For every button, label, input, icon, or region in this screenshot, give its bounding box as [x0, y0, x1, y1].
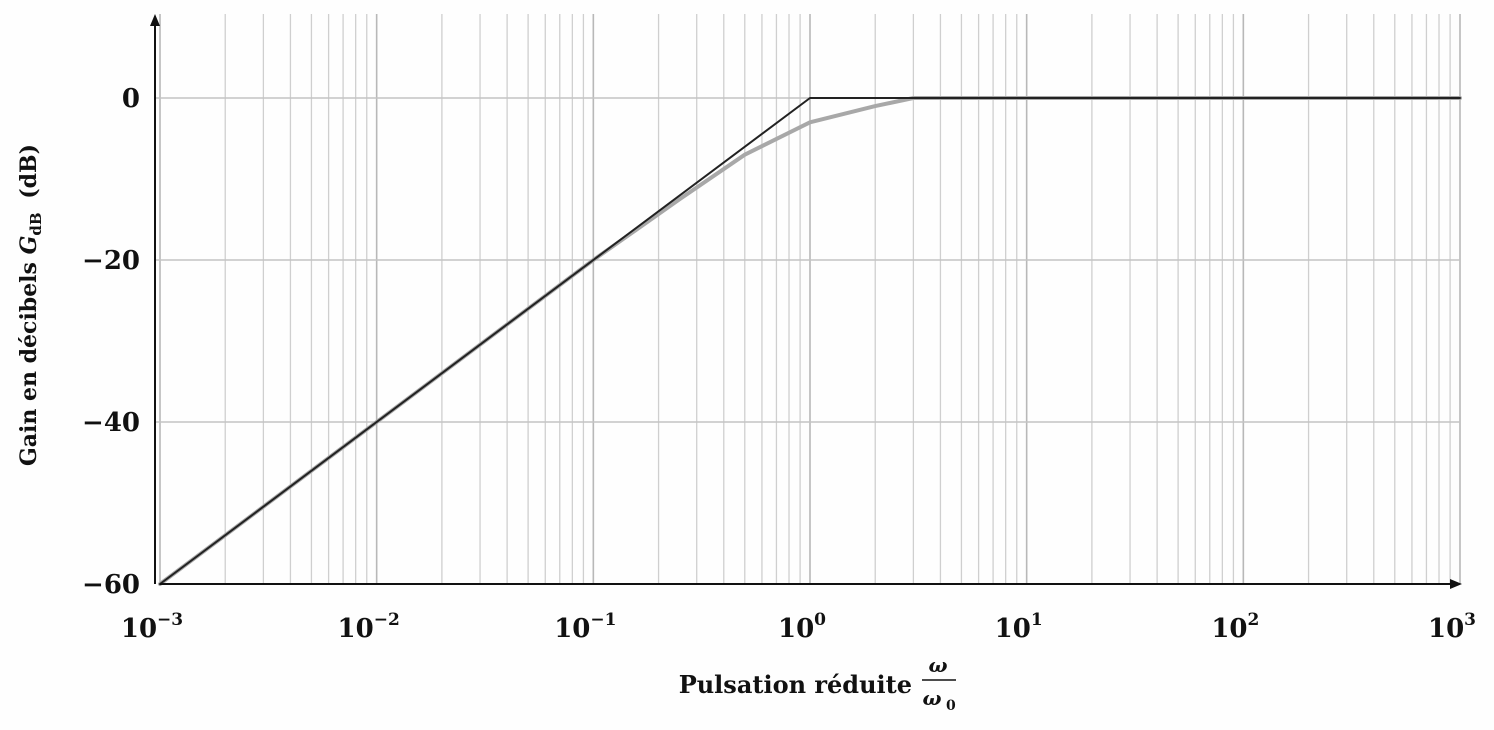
x-label-num: ω — [928, 653, 947, 677]
svg-text:Gain en décibels GdB: Gain en décibels GdB (dB) — [16, 144, 47, 466]
x-label-den: ω — [922, 686, 941, 710]
x-tick-label: 100 — [778, 610, 826, 644]
x-axis-label: Pulsation réduite ω ω 0 — [679, 653, 956, 714]
axes — [150, 14, 1462, 589]
x-label-den-sub: 0 — [946, 698, 956, 714]
x-tick-label: 10−2 — [338, 610, 400, 644]
series-group — [158, 96, 1462, 586]
x-label-text: Pulsation réduite — [679, 670, 912, 699]
y-tick-label: 0 — [122, 84, 140, 114]
x-tick-label: 10−1 — [554, 610, 616, 644]
y-axis-arrow-icon — [150, 14, 160, 26]
y-label-symbol: G — [16, 236, 42, 255]
y-tick-label: −20 — [82, 246, 140, 276]
x-tick-label: 102 — [1211, 610, 1259, 644]
x-tick-label: 101 — [995, 610, 1043, 644]
series-line-asymptotic — [159, 97, 1461, 585]
y-label-sub: dB — [27, 212, 45, 235]
y-tick-label: −60 — [82, 570, 140, 600]
x-tick-label: 103 — [1428, 610, 1476, 644]
tick-labels: 0 −20 −40 −60 10−3 10−2 10−1 100 101 102 103 — [82, 84, 1476, 644]
y-tick-label: −40 — [82, 408, 140, 438]
y-label-unit: (dB) — [16, 144, 42, 199]
grid — [155, 14, 1461, 584]
x-axis-arrow-icon — [1450, 579, 1462, 589]
y-axis-label: Gain en décibels GdB (dB) — [16, 144, 47, 466]
y-label-text: Gain en décibels — [16, 262, 42, 466]
x-tick-label: 10−3 — [121, 610, 183, 644]
